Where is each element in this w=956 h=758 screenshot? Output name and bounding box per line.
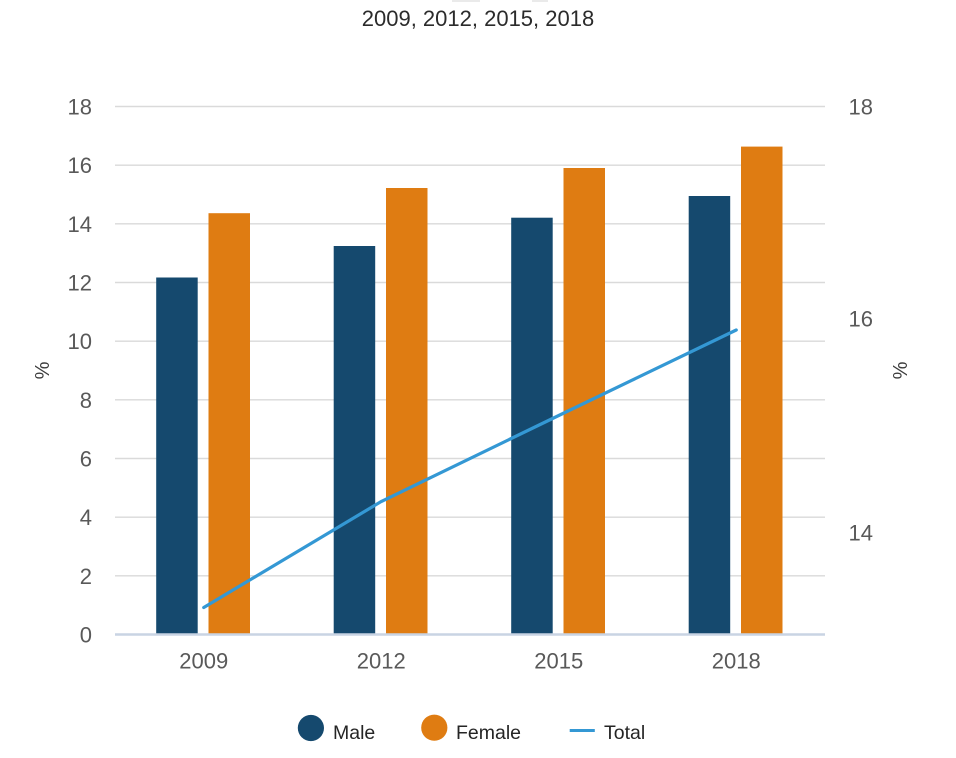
svg-text:6: 6 <box>80 447 92 472</box>
svg-text:2009: 2009 <box>179 649 228 674</box>
svg-text:2009, 2012, 2015, 2018: 2009, 2012, 2015, 2018 <box>362 6 594 31</box>
svg-text:16: 16 <box>68 153 92 178</box>
svg-text:0: 0 <box>80 623 92 648</box>
svg-text:Male: Male <box>333 722 375 744</box>
svg-text:4: 4 <box>80 505 92 530</box>
svg-text:Female: Female <box>456 722 521 744</box>
svg-text:14: 14 <box>849 521 873 546</box>
svg-text:2018: 2018 <box>712 649 761 674</box>
svg-text:%: % <box>890 361 912 379</box>
svg-text:14: 14 <box>68 212 92 237</box>
svg-text:%: % <box>32 361 54 379</box>
svg-text:8: 8 <box>80 388 92 413</box>
svg-text:18: 18 <box>68 95 92 120</box>
svg-text:Total: Total <box>604 722 645 744</box>
svg-text:18: 18 <box>849 95 873 120</box>
svg-text:12: 12 <box>68 271 92 296</box>
svg-text:10: 10 <box>68 329 92 354</box>
svg-text:2: 2 <box>80 564 92 589</box>
svg-text:2012: 2012 <box>357 649 406 674</box>
svg-text:16: 16 <box>849 307 873 332</box>
svg-text:2015: 2015 <box>534 649 583 674</box>
